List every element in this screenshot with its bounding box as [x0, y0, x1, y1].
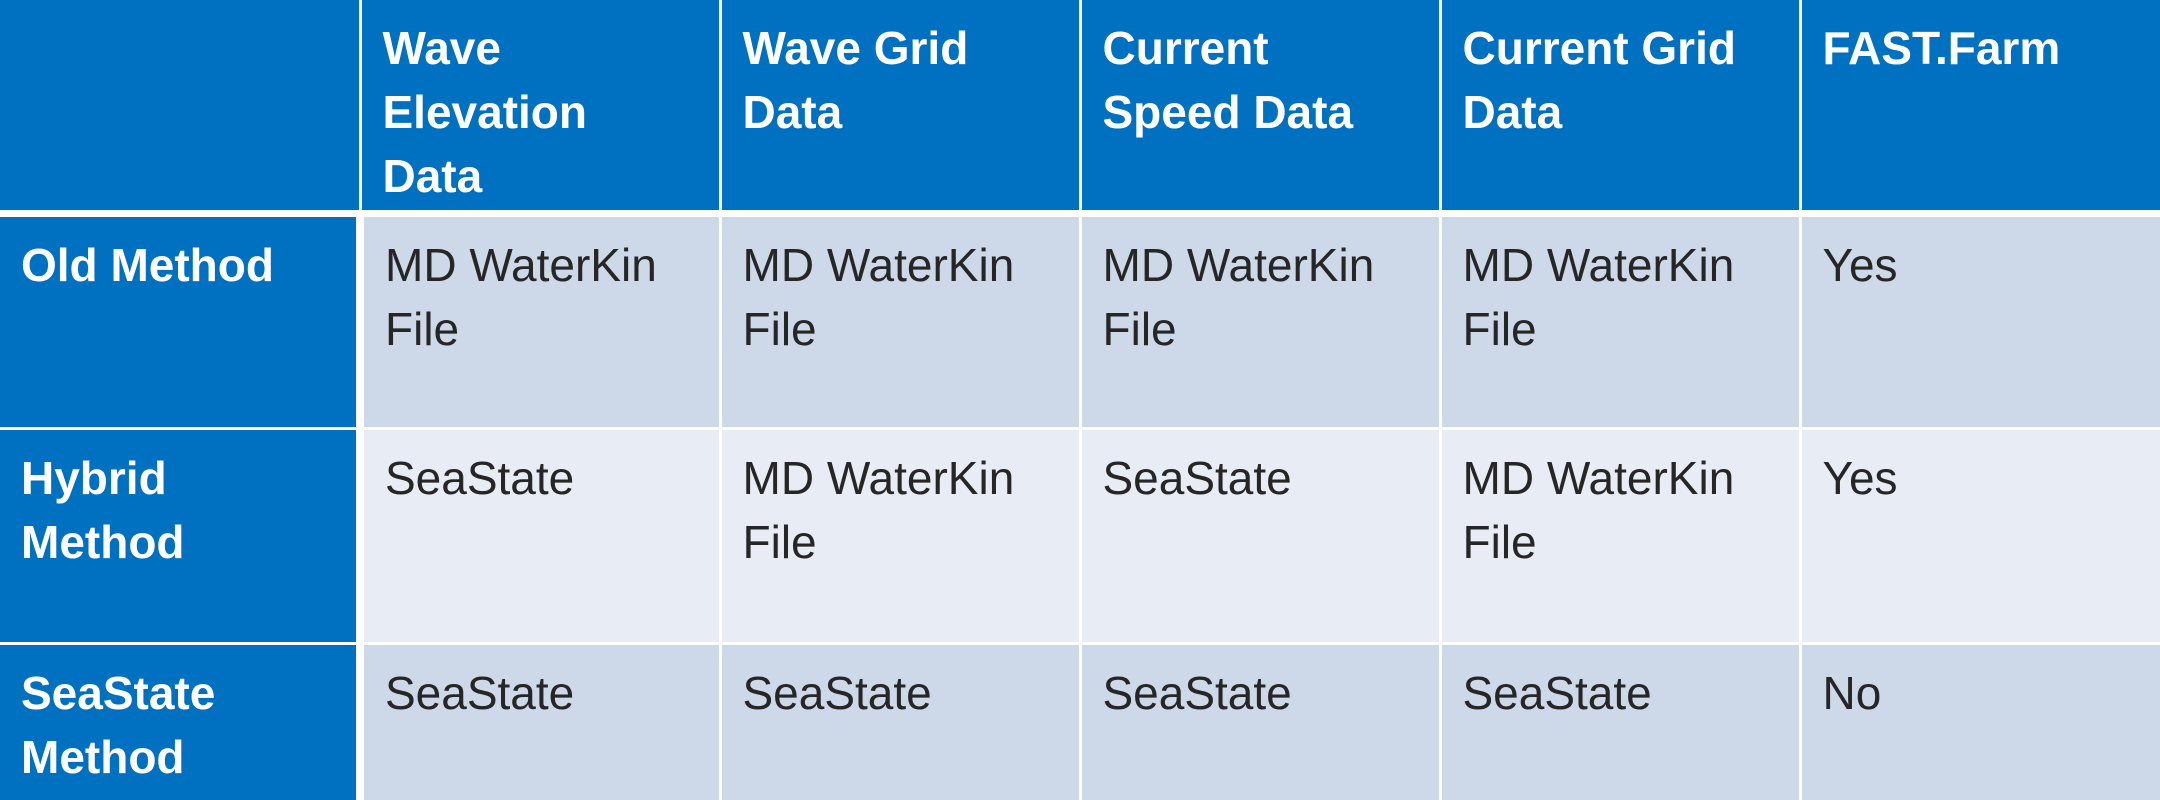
table-cell: MD WaterKin File [718, 428, 1080, 645]
header-fast-farm: FAST.Farm [1798, 0, 2160, 217]
row-label-seastate-method: SeaState Method [0, 643, 364, 800]
table-cell: Yes [1798, 428, 2160, 645]
row-label-old-method: Old Method [0, 213, 364, 430]
header-current-speed-data: Current Speed Data [1078, 0, 1440, 217]
header-wave-elevation-data: Wave Elevation Data [358, 0, 720, 217]
table-row-seastate-method: SeaState Method SeaState SeaState SeaSta… [0, 643, 2160, 800]
table-cell: MD WaterKin File [718, 213, 1080, 430]
row-label-hybrid-method: Hybrid Method [0, 428, 364, 645]
table-cell: SeaState [1078, 428, 1440, 645]
header-current-grid-data: Current Grid Data [1438, 0, 1800, 217]
table-cell: Yes [1798, 213, 2160, 430]
table-cell: SeaState [1438, 643, 1800, 800]
table-cell: MD WaterKin File [358, 213, 720, 430]
table-row-hybrid-method: Hybrid Method SeaState MD WaterKin File … [0, 428, 2160, 645]
table-cell: SeaState [1078, 643, 1440, 800]
table-cell: MD WaterKin File [1438, 428, 1800, 645]
corner-header-cell [0, 0, 362, 217]
table-cell: MD WaterKin File [1438, 213, 1800, 430]
table-cell: MD WaterKin File [1078, 213, 1440, 430]
table-cell: No [1798, 643, 2160, 800]
table-row-old-method: Old Method MD WaterKin File MD WaterKin … [0, 213, 2160, 430]
table-cell: SeaState [358, 428, 720, 645]
header-wave-grid-data: Wave Grid Data [718, 0, 1080, 217]
header-row: Wave Elevation Data Wave Grid Data Curre… [0, 0, 2160, 217]
table-cell: SeaState [358, 643, 720, 800]
table-cell: SeaState [718, 643, 1080, 800]
